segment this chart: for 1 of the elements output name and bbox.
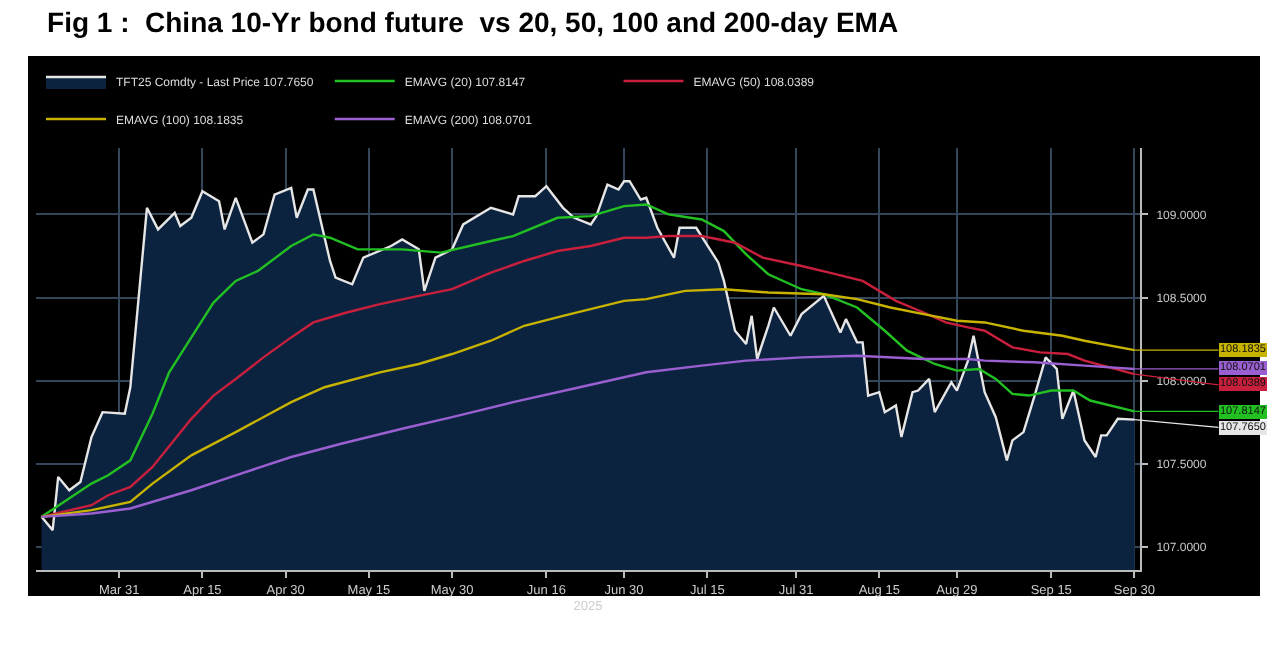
- chart-title: Fig 1 : China 10-Yr bond future vs 20, 50, 100 and 200-day EMA: [47, 5, 899, 38]
